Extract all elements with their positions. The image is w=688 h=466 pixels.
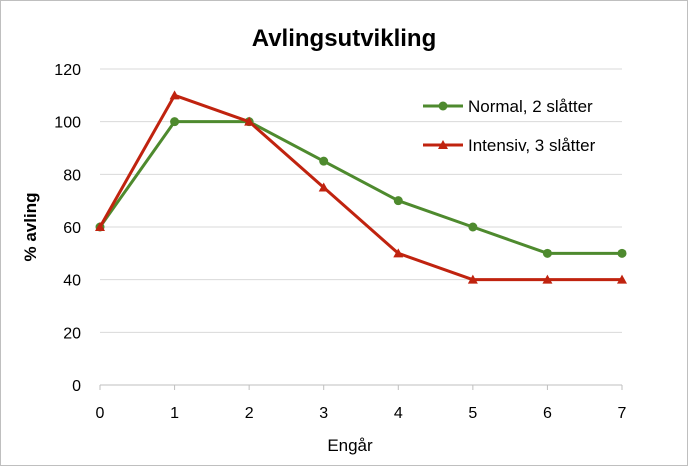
data-point: [244, 116, 255, 126]
series-layer: [95, 90, 627, 284]
legend-marker: [438, 101, 448, 111]
data-point: [542, 248, 552, 258]
x-axis-title: Engår: [327, 436, 373, 455]
x-tick-label: 3: [319, 405, 328, 422]
x-tick-label: 7: [618, 405, 627, 422]
chart-title: Avlingsutvikling: [252, 25, 436, 52]
data-point: [542, 274, 553, 284]
data-point: [169, 90, 180, 100]
data-point: [617, 274, 627, 284]
y-tick-label: 80: [63, 167, 81, 184]
y-tick-label: 60: [63, 220, 81, 237]
y-tick-label: 120: [54, 62, 81, 79]
y-tick-label: 40: [63, 273, 81, 290]
data-point: [468, 222, 478, 232]
series-2: [95, 90, 627, 284]
legend-entry: Normal, 2 slåtter: [423, 97, 593, 116]
data-point: [95, 222, 105, 231]
legend-label: Intensiv, 3 slåtter: [468, 136, 596, 155]
data-point: [170, 117, 180, 127]
data-point: [393, 196, 403, 206]
legend-marker: [438, 140, 448, 149]
x-tick-label: 2: [245, 405, 254, 422]
y-tick-label: 0: [72, 378, 81, 395]
y-axis-title: % avling: [21, 193, 40, 262]
y-tick-label: 20: [63, 325, 81, 342]
series-line: [98, 93, 622, 282]
x-tick-label: 6: [543, 405, 552, 422]
data-point: [467, 274, 478, 284]
x-tick-label: 4: [394, 405, 403, 422]
data-point: [393, 248, 404, 258]
x-tick-label: 5: [468, 405, 477, 422]
legend-entry: Intensiv, 3 slåtter: [423, 136, 596, 155]
data-point: [318, 182, 329, 192]
y-tick-label: 100: [54, 115, 81, 132]
x-axis-ticks: 0 1 2 3 4 5 6 7: [96, 385, 627, 422]
legend: Normal, 2 slåtter Intensiv, 3 slåtter: [423, 97, 596, 155]
legend-label: Normal, 2 slåtter: [468, 97, 593, 116]
data-point: [319, 156, 329, 166]
series-line: [98, 120, 622, 255]
x-tick-label: 0: [96, 405, 105, 422]
y-axis-ticks: 0 20 40 60 80 100 120: [54, 62, 81, 395]
data-point: [617, 248, 627, 258]
x-tick-label: 1: [170, 405, 179, 422]
